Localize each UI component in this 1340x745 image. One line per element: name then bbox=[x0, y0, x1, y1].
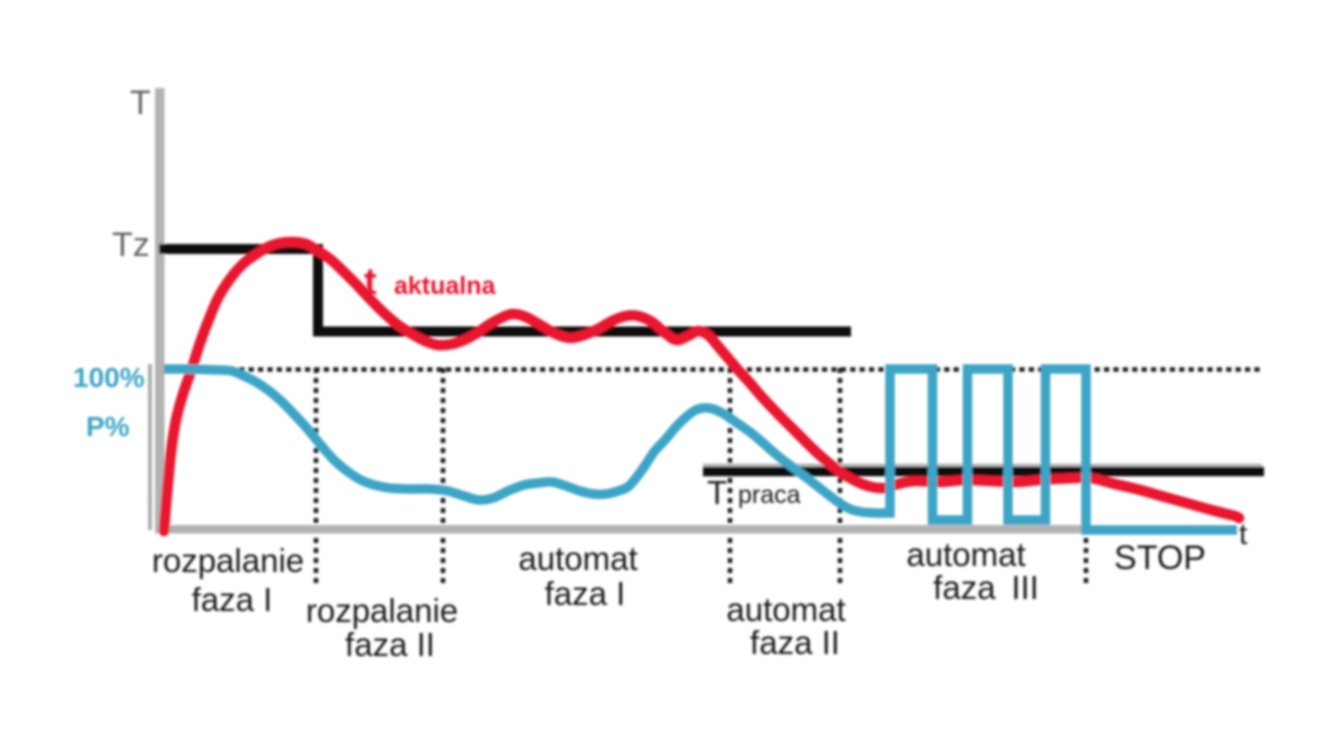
svg-text:automat: automat bbox=[518, 540, 637, 577]
svg-text:automat: automat bbox=[726, 591, 845, 628]
svg-text:automat: automat bbox=[906, 536, 1025, 573]
svg-text:Tz: Tz bbox=[112, 226, 150, 264]
svg-text:faza I: faza I bbox=[545, 575, 626, 612]
svg-text:P%: P% bbox=[86, 411, 130, 442]
svg-text:100%: 100% bbox=[73, 362, 145, 393]
svg-text:T: T bbox=[130, 84, 151, 122]
svg-text:faza II: faza II bbox=[345, 626, 435, 663]
svg-text:T: T bbox=[707, 474, 727, 511]
svg-text:t: t bbox=[1239, 518, 1248, 551]
svg-text:t: t bbox=[364, 261, 377, 303]
svg-text:faza I: faza I bbox=[192, 581, 273, 618]
svg-text:STOP: STOP bbox=[1114, 539, 1206, 577]
svg-text:faza II: faza II bbox=[750, 624, 840, 661]
svg-text:rozpalanie: rozpalanie bbox=[152, 542, 304, 579]
svg-text:praca: praca bbox=[738, 481, 801, 509]
svg-text:faza III: faza III bbox=[933, 569, 1039, 606]
svg-text:aktualna: aktualna bbox=[394, 272, 497, 300]
svg-text:rozpalanie: rozpalanie bbox=[306, 592, 458, 629]
